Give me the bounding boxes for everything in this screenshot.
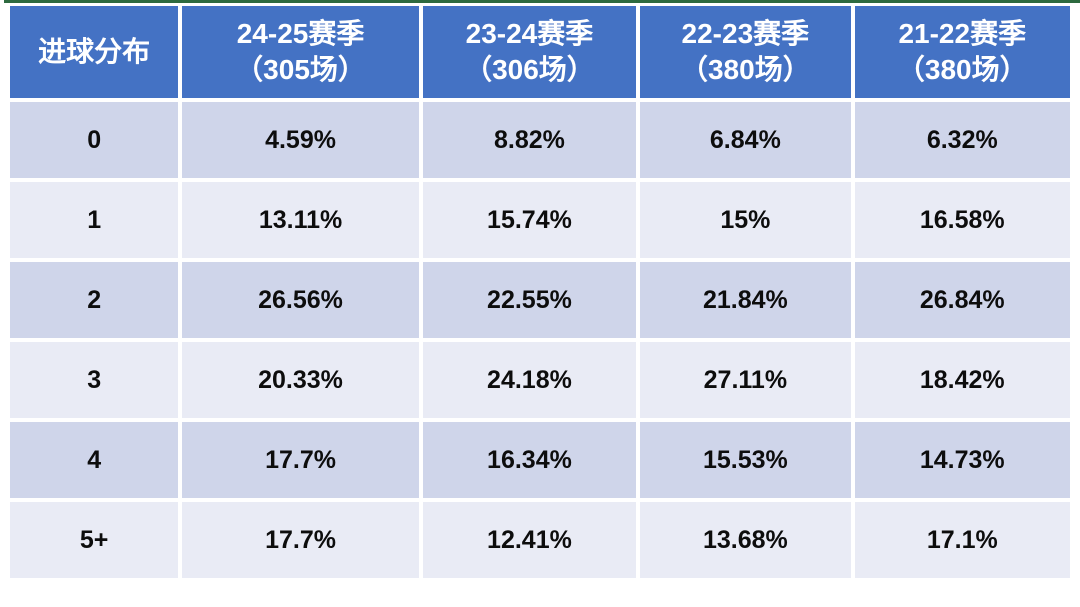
column-header-season-22-23: 22-23赛季 （380场） [640, 6, 851, 98]
cell-value: 13.11% [182, 182, 419, 258]
table-row-goals-3: 3 20.33% 24.18% 27.11% 18.42% [10, 342, 1070, 418]
season-title: 23-24赛季 [465, 17, 594, 49]
cell-value: 20.33% [182, 342, 419, 418]
cell-value: 12.41% [422, 502, 637, 578]
header-row: 进球分布 24-25赛季 （305场） 23-24赛季 （306场） 22-23… [10, 6, 1070, 98]
cell-value: 6.32% [854, 102, 1070, 178]
row-label: 0 [10, 102, 179, 178]
season-match-count: （306场） [464, 54, 595, 85]
cell-value: 15.53% [640, 422, 851, 498]
season-title: 24-25赛季 [236, 17, 365, 49]
row-label: 3 [10, 342, 179, 418]
row-label: 2 [10, 262, 179, 338]
season-match-count: （305场） [235, 54, 366, 85]
table-header: 进球分布 24-25赛季 （305场） 23-24赛季 （306场） 22-23… [10, 6, 1070, 98]
cell-value: 4.59% [182, 102, 419, 178]
cell-value: 14.73% [854, 422, 1070, 498]
table-row-goals-4: 4 17.7% 16.34% 15.53% 14.73% [10, 422, 1070, 498]
cell-value: 26.56% [182, 262, 419, 338]
cell-value: 17.7% [182, 502, 419, 578]
cell-value: 27.11% [640, 342, 851, 418]
cell-value: 17.1% [854, 502, 1070, 578]
cell-value: 15.74% [422, 182, 637, 258]
goal-distribution-table: 进球分布 24-25赛季 （305场） 23-24赛季 （306场） 22-23… [6, 2, 1074, 582]
cell-value: 18.42% [854, 342, 1070, 418]
cell-value: 16.34% [422, 422, 637, 498]
row-label: 4 [10, 422, 179, 498]
table-row-goals-0: 0 4.59% 8.82% 6.84% 6.32% [10, 102, 1070, 178]
top-divider [4, 0, 1080, 3]
cell-value: 17.7% [182, 422, 419, 498]
column-header-season-21-22: 21-22赛季 （380场） [854, 6, 1070, 98]
table-row-goals-5plus: 5+ 17.7% 12.41% 13.68% 17.1% [10, 502, 1070, 578]
corner-header-goal-distribution: 进球分布 [10, 6, 179, 98]
season-match-count: （380场） [679, 54, 811, 85]
season-title: 22-23赛季 [681, 17, 810, 49]
row-label: 5+ [10, 502, 179, 578]
column-header-season-23-24: 23-24赛季 （306场） [422, 6, 637, 98]
column-header-season-24-25: 24-25赛季 （305场） [182, 6, 419, 98]
cell-value: 15% [640, 182, 851, 258]
table-row-goals-2: 2 26.56% 22.55% 21.84% 26.84% [10, 262, 1070, 338]
cell-value: 26.84% [854, 262, 1070, 338]
cell-value: 21.84% [640, 262, 851, 338]
cell-value: 13.68% [640, 502, 851, 578]
season-match-count: （380场） [896, 54, 1028, 85]
cell-value: 24.18% [422, 342, 637, 418]
row-label: 1 [10, 182, 179, 258]
cell-value: 22.55% [422, 262, 637, 338]
cell-value: 16.58% [854, 182, 1070, 258]
cell-value: 6.84% [640, 102, 851, 178]
season-title: 21-22赛季 [898, 17, 1027, 49]
corner-header-label: 进球分布 [38, 35, 151, 67]
cell-value: 8.82% [422, 102, 637, 178]
table-body: 0 4.59% 8.82% 6.84% 6.32% 1 13.11% 15.74… [10, 102, 1070, 578]
table-row-goals-1: 1 13.11% 15.74% 15% 16.58% [10, 182, 1070, 258]
